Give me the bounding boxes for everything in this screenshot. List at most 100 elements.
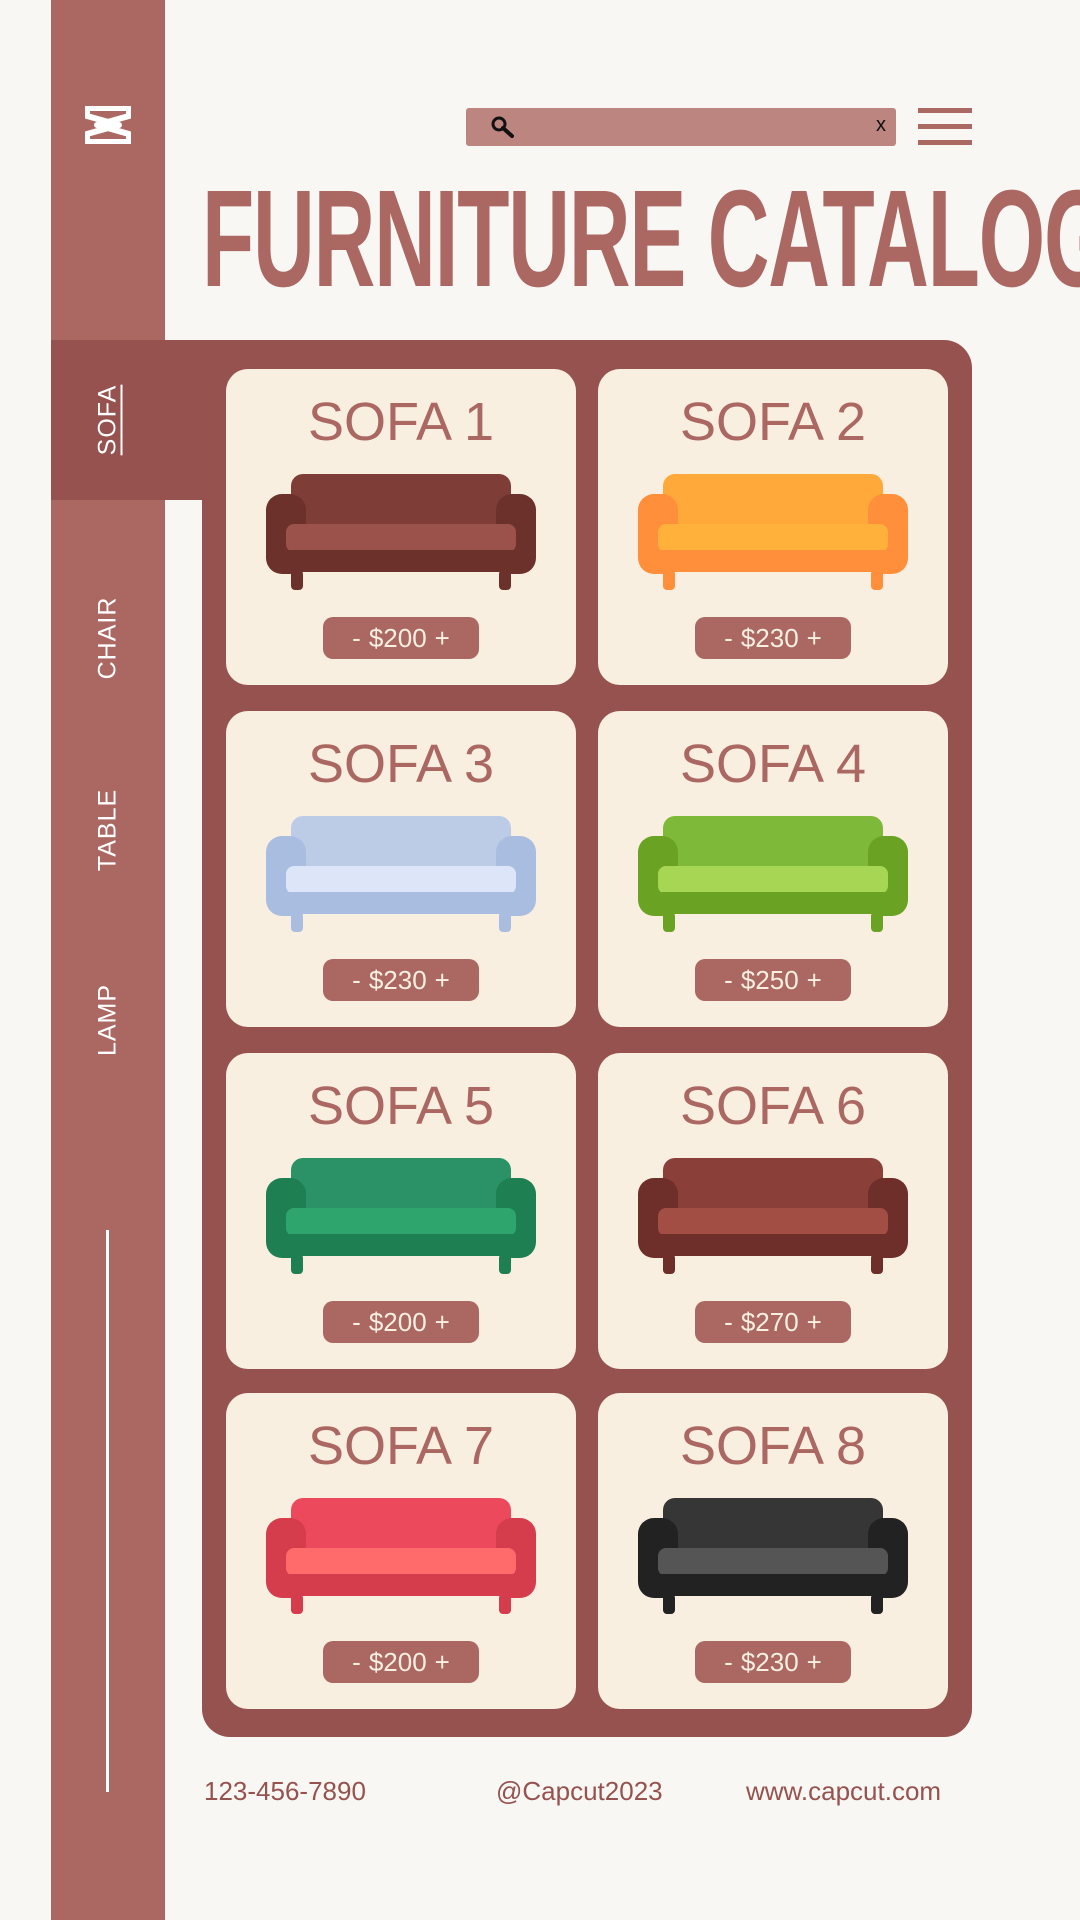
sofa-leg bbox=[663, 1254, 675, 1274]
footer-social: @Capcut2023 bbox=[496, 1776, 663, 1806]
search-icon bbox=[491, 116, 514, 138]
footer-phone: 123-456-7890 bbox=[204, 1776, 366, 1806]
price-stepper: - $250 + bbox=[695, 959, 851, 1001]
sofa-base bbox=[286, 1574, 516, 1596]
tab-chair[interactable]: CHAIR bbox=[93, 596, 122, 680]
sofa-leg bbox=[291, 570, 303, 590]
sofa-leg bbox=[663, 912, 675, 932]
decrease-button[interactable]: - bbox=[352, 964, 361, 995]
sofa-leg bbox=[499, 1594, 511, 1614]
increase-button[interactable]: + bbox=[434, 1306, 450, 1337]
sofa-leg bbox=[291, 1594, 303, 1614]
product-name: SOFA 7 bbox=[307, 1416, 495, 1476]
sofa-leg bbox=[291, 1254, 303, 1274]
increase-button[interactable]: + bbox=[806, 1646, 822, 1677]
tab-lamp[interactable]: LAMP bbox=[93, 983, 122, 1057]
sofa-leg bbox=[291, 912, 303, 932]
price-value: $200 bbox=[368, 1646, 427, 1677]
increase-button[interactable]: + bbox=[806, 1306, 822, 1337]
product-name: SOFA 6 bbox=[679, 1076, 867, 1136]
sofa-back bbox=[663, 816, 883, 881]
sofa-base bbox=[286, 1234, 516, 1256]
active-tab-background bbox=[51, 340, 202, 500]
product-card[interactable]: SOFA 2 - $230 + bbox=[598, 369, 948, 685]
product-card[interactable]: SOFA 1 - $200 + bbox=[226, 369, 576, 685]
increase-button[interactable]: + bbox=[434, 1646, 450, 1677]
product-name: SOFA 5 bbox=[307, 1076, 495, 1136]
product-name: SOFA 8 bbox=[679, 1416, 867, 1476]
product-card[interactable]: SOFA 3 - $230 + bbox=[226, 711, 576, 1027]
product-card[interactable]: SOFA 4 - $250 + bbox=[598, 711, 948, 1027]
sofa-back bbox=[291, 474, 511, 539]
clear-search-button[interactable]: x bbox=[876, 114, 886, 136]
decrease-button[interactable]: - bbox=[724, 1646, 733, 1677]
increase-button[interactable]: + bbox=[806, 964, 822, 995]
price-stepper: - $230 + bbox=[695, 617, 851, 659]
sofa-image bbox=[638, 816, 908, 932]
price-value: $230 bbox=[368, 964, 427, 995]
sofa-base bbox=[286, 550, 516, 572]
hamburger-menu-button[interactable] bbox=[918, 108, 972, 146]
sofa-seat bbox=[658, 1548, 888, 1576]
sofa-leg bbox=[663, 570, 675, 590]
sofa-leg bbox=[663, 1594, 675, 1614]
sofa-base bbox=[658, 892, 888, 914]
product-name: SOFA 2 bbox=[679, 392, 867, 452]
decrease-button[interactable]: - bbox=[724, 622, 733, 653]
price-value: $270 bbox=[740, 1306, 799, 1337]
product-card[interactable]: SOFA 5 - $200 + bbox=[226, 1053, 576, 1369]
tab-sofa[interactable]: SOFA bbox=[93, 384, 122, 456]
product-name: SOFA 3 bbox=[307, 734, 495, 794]
price-value: $200 bbox=[368, 1306, 427, 1337]
price-value: $250 bbox=[740, 964, 799, 995]
sofa-image bbox=[266, 1158, 536, 1274]
sofa-image bbox=[266, 1498, 536, 1614]
product-name: SOFA 1 bbox=[307, 392, 495, 452]
price-value: $200 bbox=[368, 622, 427, 653]
sofa-leg bbox=[499, 912, 511, 932]
tab-table[interactable]: TABLE bbox=[93, 788, 122, 872]
increase-button[interactable]: + bbox=[806, 622, 822, 653]
product-card[interactable]: SOFA 7 - $200 + bbox=[226, 1393, 576, 1709]
footer-website[interactable]: www.capcut.com bbox=[746, 1776, 942, 1806]
notch bbox=[165, 500, 202, 520]
sofa-back bbox=[663, 1498, 883, 1563]
product-card[interactable]: SOFA 8 - $230 + bbox=[598, 1393, 948, 1709]
sofa-seat bbox=[658, 524, 888, 552]
decrease-button[interactable]: - bbox=[352, 622, 361, 653]
decrease-button[interactable]: - bbox=[352, 1306, 361, 1337]
sofa-leg bbox=[871, 570, 883, 590]
product-name: SOFA 4 bbox=[679, 734, 867, 794]
price-value: $230 bbox=[740, 1646, 799, 1677]
sofa-base bbox=[658, 1574, 888, 1596]
sofa-back bbox=[291, 816, 511, 881]
price-value: $230 bbox=[740, 622, 799, 653]
product-card[interactable]: SOFA 6 - $270 + bbox=[598, 1053, 948, 1369]
sofa-seat bbox=[286, 1548, 516, 1576]
decrease-button[interactable]: - bbox=[724, 964, 733, 995]
price-stepper: - $230 + bbox=[695, 1641, 851, 1683]
decrease-button[interactable]: - bbox=[352, 1646, 361, 1677]
sofa-base bbox=[658, 550, 888, 572]
sofa-seat bbox=[286, 524, 516, 552]
capcut-logo-icon bbox=[85, 106, 131, 144]
price-stepper: - $200 + bbox=[323, 1641, 479, 1683]
decrease-button[interactable]: - bbox=[724, 1306, 733, 1337]
sofa-leg bbox=[871, 1254, 883, 1274]
increase-button[interactable]: + bbox=[434, 622, 450, 653]
sofa-base bbox=[658, 1234, 888, 1256]
product-grid-panel: SOFA 1- $200 + SOFA 2- $230 + SOFA 3- $230 + SOFA… bbox=[202, 340, 972, 1737]
sofa-image bbox=[638, 474, 908, 590]
sofa-image bbox=[638, 1498, 908, 1614]
sofa-leg bbox=[499, 570, 511, 590]
increase-button[interactable]: + bbox=[434, 964, 450, 995]
sofa-back bbox=[663, 1158, 883, 1223]
price-stepper: - $200 + bbox=[323, 617, 479, 659]
sofa-image bbox=[266, 474, 536, 590]
price-stepper: - $270 + bbox=[695, 1301, 851, 1343]
sofa-leg bbox=[871, 1594, 883, 1614]
search-input[interactable]: x bbox=[466, 108, 896, 146]
sofa-seat bbox=[286, 866, 516, 894]
sofa-image bbox=[638, 1158, 908, 1274]
sofa-image bbox=[266, 816, 536, 932]
